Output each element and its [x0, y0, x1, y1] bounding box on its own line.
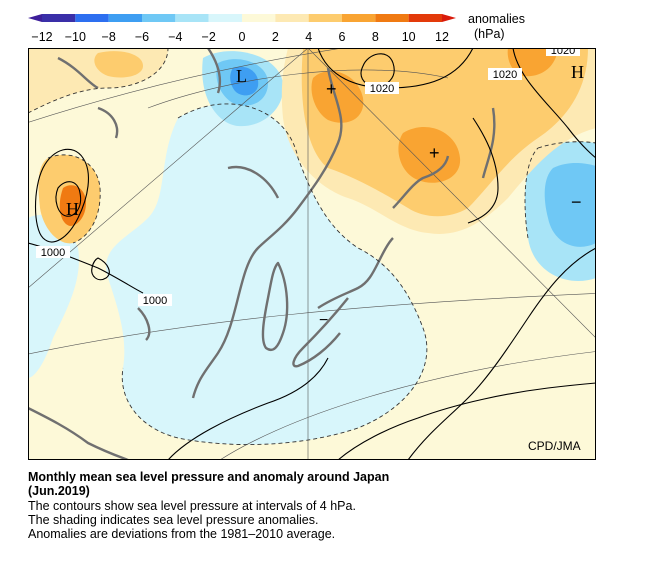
- colorbar-tick-label: −8: [102, 30, 116, 44]
- negative-sign-south: −: [319, 312, 328, 329]
- colorbar-swatch: [342, 14, 376, 22]
- positive-anomaly-core-east: [398, 127, 461, 183]
- colorbar-swatch: [375, 14, 409, 22]
- caption-line-1: The contours show sea level pressure at …: [28, 499, 356, 513]
- colorbar-swatch: [208, 14, 242, 22]
- caption-title: Monthly mean sea level pressure and anom…: [28, 470, 390, 484]
- anomaly-colorbar: −12 −10 −8 −6 −4 −2 0 2 4 6 8 10 12: [28, 14, 456, 44]
- high-pressure-label-northeast: H: [571, 62, 584, 82]
- svg-text:1020: 1020: [551, 48, 575, 57]
- colorbar-tick-label: 2: [272, 30, 279, 44]
- svg-text:1020: 1020: [493, 69, 517, 81]
- colorbar-tick-label: −2: [202, 30, 216, 44]
- positive-sign-east: +: [429, 143, 440, 163]
- negative-anomaly-area: [106, 103, 427, 445]
- contour-label-1000-south: 1000: [138, 294, 172, 307]
- low-anomaly-center: [230, 66, 259, 96]
- legend-unit: (hPa): [474, 27, 505, 41]
- positive-anomaly-northwest-core: [94, 51, 143, 78]
- caption-date: (Jun.2019): [28, 484, 90, 498]
- colorbar-tick-label: 4: [305, 30, 312, 44]
- credit-label: CPD/JMA: [528, 439, 581, 453]
- contour-label-1000-west: 1000: [36, 246, 70, 259]
- colorbar-tick-label: −12: [31, 30, 52, 44]
- colorbar-swatch: [42, 14, 76, 22]
- legend-title: anomalies: [468, 12, 525, 26]
- colorbar-swatch: [108, 14, 142, 22]
- colorbar-swatch: [408, 14, 442, 22]
- east-negative-core: [544, 162, 596, 247]
- low-pressure-label: L: [236, 66, 247, 86]
- colorbar-low-arrow: [28, 14, 42, 22]
- contour-label-1020-north: 1020: [365, 82, 399, 95]
- caption-line-2: The shading indicates sea level pressure…: [28, 513, 319, 527]
- colorbar-tick-label: −4: [168, 30, 182, 44]
- colorbar-tick-label: 12: [435, 30, 449, 44]
- contour-label-1020-top: 1020: [546, 48, 580, 57]
- colorbar-swatch: [308, 14, 342, 22]
- svg-text:1000: 1000: [143, 295, 167, 307]
- colorbar-swatch: [175, 14, 209, 22]
- colorbar-ticks: −12 −10 −8 −6 −4 −2 0 2 4 6 8 10 12: [31, 30, 449, 44]
- colorbar-tick-label: 8: [372, 30, 379, 44]
- pressure-anomaly-map: 1020 1020 1020 1000 1000 H L H + + − − C…: [28, 48, 596, 460]
- svg-text:1020: 1020: [370, 83, 394, 95]
- caption-line-3: Anomalies are deviations from the 1981–2…: [28, 527, 336, 541]
- colorbar-tick-label: 6: [339, 30, 346, 44]
- colorbar-swatch: [275, 14, 309, 22]
- colorbar-swatches: [28, 14, 456, 22]
- positive-anomaly-core-north: [311, 70, 364, 123]
- negative-sign-east: −: [571, 192, 582, 212]
- contour-label-1020-northeast: 1020: [488, 68, 522, 81]
- positive-sign-north: +: [326, 79, 337, 99]
- colorbar-high-arrow: [442, 14, 456, 22]
- svg-text:1000: 1000: [41, 247, 65, 259]
- colorbar-tick-label: 10: [402, 30, 416, 44]
- colorbar-tick-label: 0: [239, 30, 246, 44]
- colorbar-swatch: [75, 14, 109, 22]
- colorbar-swatch: [242, 14, 276, 22]
- colorbar-tick-label: −6: [135, 30, 149, 44]
- coastlines: [28, 48, 496, 460]
- high-pressure-label-west: H: [66, 199, 79, 219]
- colorbar-swatch: [142, 14, 176, 22]
- colorbar-tick-label: −10: [65, 30, 86, 44]
